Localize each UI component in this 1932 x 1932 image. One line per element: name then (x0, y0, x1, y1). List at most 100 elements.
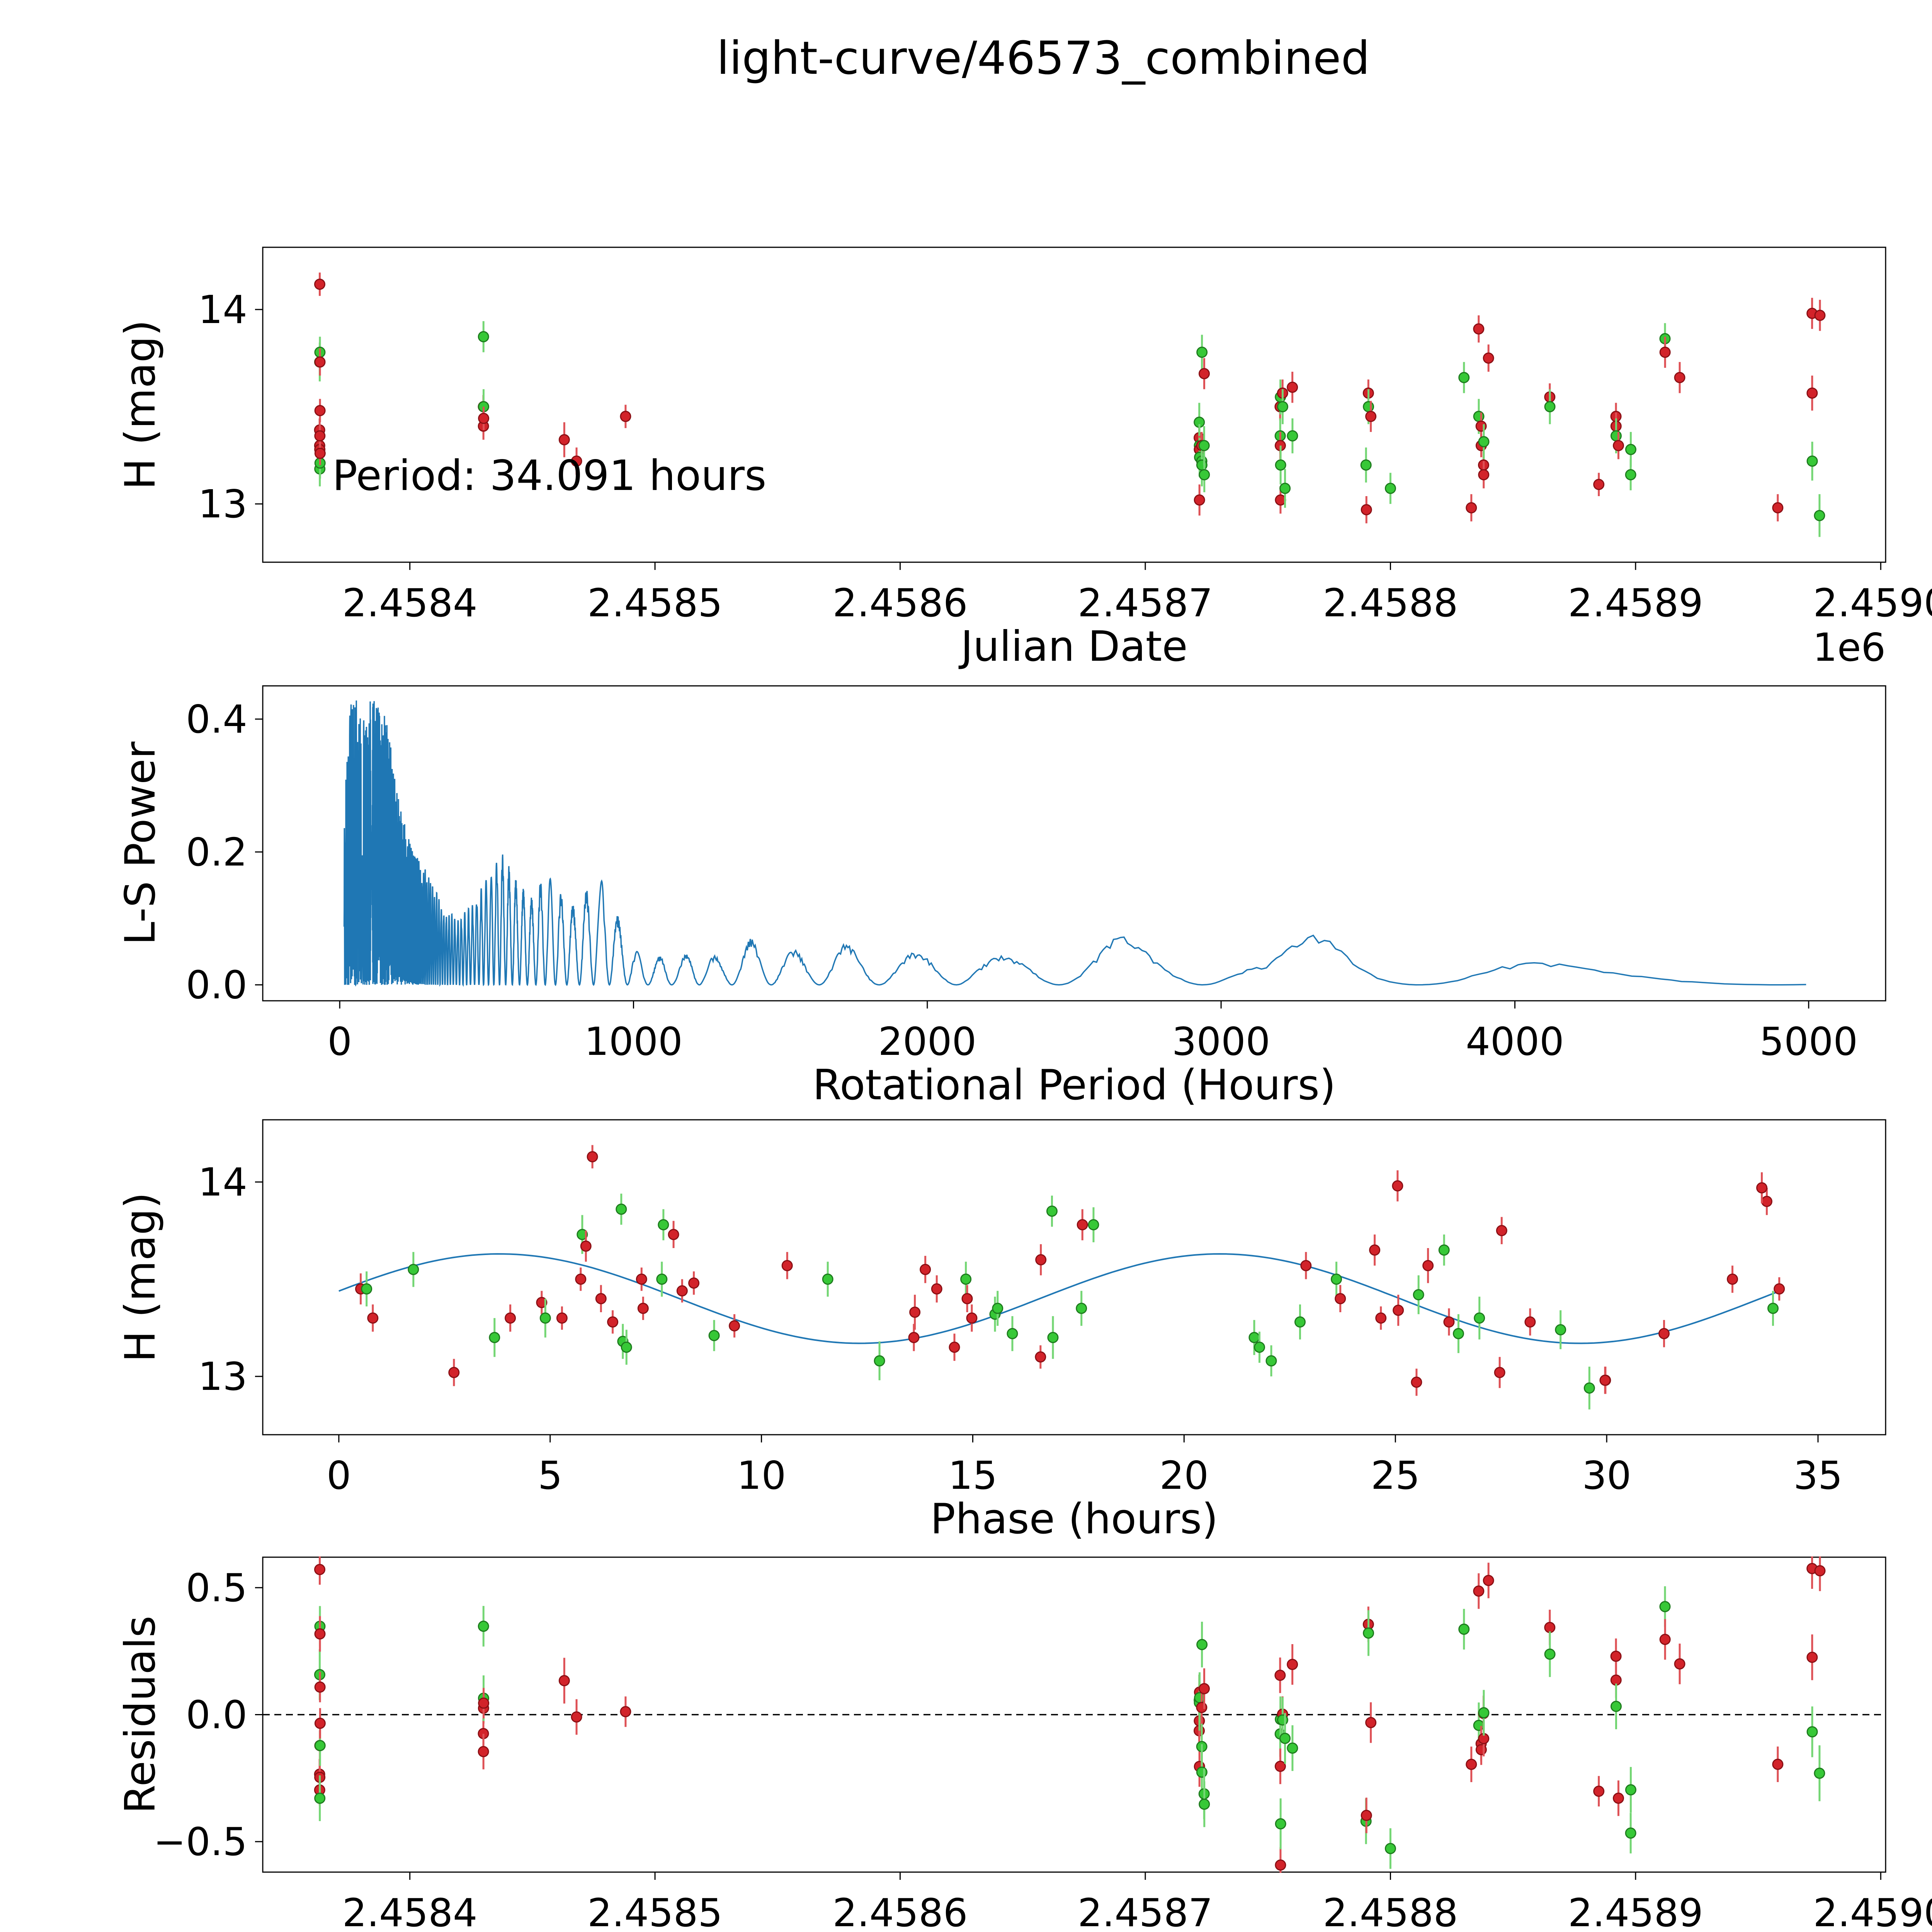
data-point (1443, 1316, 1455, 1328)
data-point (931, 1283, 942, 1295)
data-point (676, 1285, 688, 1297)
x-tick-label: 2.4589 (1568, 580, 1703, 626)
x-tick-label: 2.4590 (1813, 580, 1932, 626)
data-point (536, 1297, 548, 1308)
x-tick-label: 30 (1582, 1453, 1631, 1498)
x-tick-label: 2.4588 (1323, 1890, 1458, 1932)
data-point (1265, 1355, 1277, 1367)
data-point (656, 1274, 668, 1285)
data-point (1544, 1622, 1556, 1633)
y-axis-label: L-S Power (116, 742, 165, 945)
data-point (1658, 1328, 1670, 1339)
data-point (1767, 1303, 1779, 1314)
data-point (489, 1332, 500, 1343)
data-point (1544, 401, 1556, 413)
data-point (558, 1675, 570, 1687)
data-point (1275, 494, 1286, 506)
x-tick-label: 2.4585 (587, 1890, 723, 1932)
data-point (1458, 372, 1470, 383)
data-point (1088, 1219, 1099, 1231)
data-point (314, 1718, 326, 1729)
y-axis-label: Residuals (116, 1616, 165, 1813)
x-tick-label: 0 (327, 1019, 352, 1064)
data-point (1478, 469, 1490, 481)
data-point (688, 1277, 700, 1289)
y-tick-label: 0.5 (186, 1565, 247, 1611)
data-point (620, 1706, 631, 1718)
axes-frame (262, 1119, 1886, 1435)
x-tick-label: 2.4587 (1078, 1890, 1213, 1932)
data-point (505, 1312, 516, 1324)
data-point (1599, 1374, 1611, 1386)
x-tick-label: 10 (737, 1453, 786, 1498)
data-point (1610, 1650, 1622, 1662)
data-point (595, 1293, 607, 1304)
data-point (658, 1219, 669, 1231)
data-point (1496, 1225, 1507, 1236)
data-point (909, 1306, 921, 1318)
data-point (1287, 1742, 1298, 1754)
x-tick-label: 35 (1793, 1453, 1842, 1498)
data-point (1248, 1332, 1260, 1343)
data-point (1335, 1293, 1346, 1304)
x-axis-label: Julian Date (958, 622, 1187, 671)
data-point (1277, 401, 1288, 413)
data-point (314, 405, 326, 417)
data-point (1360, 459, 1372, 471)
data-point (448, 1367, 460, 1378)
data-point (1761, 1196, 1772, 1207)
data-point (1625, 444, 1636, 455)
data-point (607, 1316, 619, 1328)
data-point (1275, 1859, 1286, 1871)
data-point (1466, 502, 1477, 514)
data-point (1275, 1818, 1286, 1830)
data-point (1478, 436, 1490, 447)
data-point (1610, 430, 1622, 442)
data-point (1300, 1260, 1312, 1271)
data-point (1199, 469, 1210, 481)
data-point (1392, 1180, 1403, 1192)
x-tick-label: 5 (538, 1453, 563, 1498)
data-point (577, 1229, 588, 1240)
data-point (478, 1697, 490, 1709)
data-point (1196, 1766, 1208, 1778)
axes-frame (262, 247, 1886, 563)
data-point (1478, 1707, 1490, 1719)
data-point (1806, 455, 1818, 467)
y-tick-label: 0.0 (186, 963, 247, 1008)
data-point (1625, 469, 1636, 481)
data-point (616, 1203, 627, 1215)
x-tick-label: 1000 (584, 1019, 683, 1064)
panel-lightcurve-jd: 2.4584 2.4585 2.4586 2.4587 2.4588 2.4589 2.45… (116, 247, 1932, 671)
data-point (1483, 352, 1494, 364)
data-point (920, 1264, 931, 1275)
x-axis-label: Rotational Period (Hours) (813, 1061, 1336, 1109)
data-point (1774, 1283, 1785, 1295)
y-axis-label: H (mag) (116, 320, 165, 490)
data-point (1254, 1342, 1265, 1353)
data-point (1196, 1702, 1208, 1713)
data-point (1674, 372, 1685, 383)
data-point (729, 1320, 740, 1332)
x-tick-label: 5000 (1760, 1019, 1858, 1064)
data-point (1393, 1304, 1404, 1316)
data-point (1035, 1254, 1047, 1265)
data-point (992, 1303, 1003, 1314)
data-point (1544, 1648, 1556, 1660)
data-point (908, 1332, 920, 1343)
data-point (408, 1264, 419, 1275)
data-point (1474, 1312, 1485, 1324)
panel-periodogram: 0 1000 2000 3000 4000 5000 0.0 0.2 0.4 Rotational… (116, 685, 1886, 1109)
data-point (1331, 1274, 1342, 1285)
data-point (1196, 459, 1208, 471)
data-point (1199, 1798, 1210, 1810)
data-point (1076, 1303, 1087, 1314)
data-point (620, 411, 631, 422)
data-point (1035, 1351, 1046, 1363)
data-point (1411, 1376, 1422, 1388)
x-axis-offset-label: 1e6 (1813, 625, 1886, 670)
data-point (636, 1274, 647, 1285)
model-fit-curve (338, 1253, 1778, 1344)
data-point (1438, 1244, 1450, 1256)
